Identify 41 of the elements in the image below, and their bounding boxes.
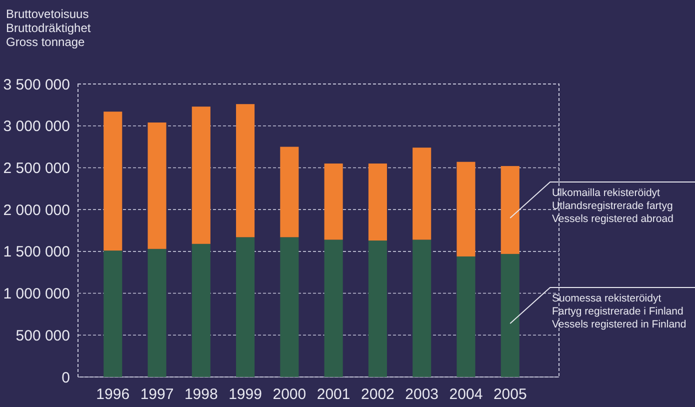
x-tick-label: 2005 — [493, 386, 527, 403]
y-tick-label: 2 500 000 — [3, 160, 70, 177]
bar — [148, 122, 166, 249]
y-tick-label: 0 — [62, 369, 70, 386]
bar — [368, 164, 387, 241]
bar — [412, 240, 432, 377]
bar — [192, 244, 210, 377]
text: Ulkomailla rekisteröidyt Utlandsregistrerade fartyg Vessels registered abroad — [552, 186, 674, 225]
y-tick-label: 2 000 000 — [3, 202, 70, 219]
bar — [412, 148, 432, 240]
text: Suomessa rekisteröidyt Fartyg registrerade i Finland Vessels registered in Finland — [552, 292, 686, 330]
bar — [236, 104, 255, 238]
bar — [456, 162, 476, 256]
bar — [500, 254, 520, 377]
x-tick-label: 1996 — [96, 386, 130, 403]
bar — [324, 164, 343, 240]
bar — [192, 106, 210, 244]
bar — [280, 146, 299, 238]
bar — [368, 240, 387, 377]
x-tick-label: 2003 — [405, 386, 439, 403]
y-axis-title: Bruttovetoisuus Bruttodräktighet Gross tonnage — [6, 7, 92, 49]
bar — [324, 240, 343, 377]
y-tick-label: 3 500 000 — [3, 76, 70, 94]
bar — [280, 237, 299, 377]
bar — [104, 250, 122, 377]
y-tick-label: 3 000 000 — [3, 118, 70, 136]
y-tick-label: 1 000 000 — [3, 286, 70, 303]
x-tick-label: 2002 — [361, 386, 394, 403]
bar — [104, 112, 122, 251]
bar — [456, 256, 476, 377]
y-tick-label: 500 000 — [16, 327, 70, 344]
bar — [500, 166, 520, 254]
y-tick-label: 1 500 000 — [3, 244, 70, 261]
x-tick-label: 1998 — [184, 386, 218, 403]
x-tick-label: 2004 — [449, 386, 483, 403]
x-tick-label: 1997 — [140, 386, 174, 403]
x-tick-label: 1999 — [228, 386, 262, 403]
x-tick-label: 2001 — [316, 386, 350, 403]
bar — [236, 237, 255, 377]
x-tick-label: 2000 — [272, 386, 306, 403]
bar — [148, 248, 166, 377]
